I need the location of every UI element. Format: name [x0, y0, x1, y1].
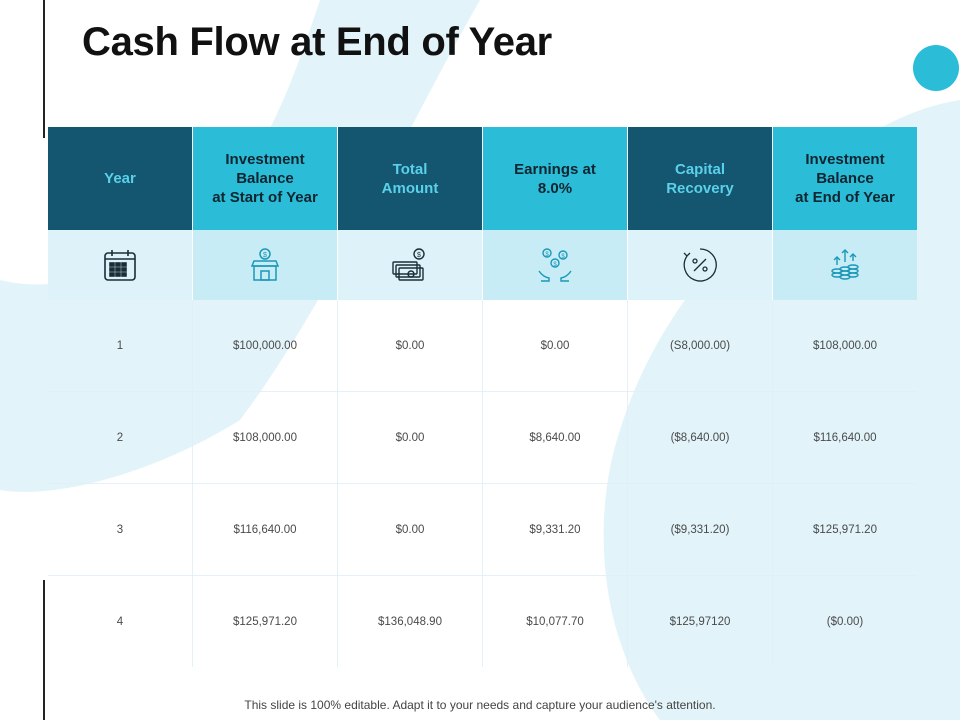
icon-cell: $ $ $: [482, 230, 628, 300]
header-total-amount: Total Amount: [337, 127, 483, 230]
earnings-hands-icon: $ $ $: [538, 248, 572, 282]
icon-cell: [627, 230, 773, 300]
table-row: 4 $125,971.20 $136,048.90 $10,077.70 $125,97…: [48, 575, 917, 667]
coins-growth-icon: [831, 249, 859, 280]
cell-year: 2: [48, 391, 193, 484]
icon-cell: $: [192, 230, 338, 300]
left-accent-rule-bottom: [43, 580, 45, 720]
cell-total-amount: $0.00: [337, 300, 483, 392]
calendar-icon: [104, 250, 136, 281]
svg-text:$: $: [417, 252, 421, 259]
left-accent-rule-top: [43, 0, 45, 138]
cell-balance-start: $125,971.20: [192, 575, 338, 667]
cash-flow-table: Year Investment Balance at Start of Year…: [48, 127, 917, 667]
cell-balance-end: ($0.00): [826, 615, 864, 628]
table-header-row: Year Investment Balance at Start of Year…: [48, 127, 917, 230]
cell-balance-start: $108,000.00: [192, 391, 338, 484]
header-investment-balance-start: Investment Balance at Start of Year: [192, 127, 338, 230]
cell-balance-end: $116,640.00: [772, 391, 917, 484]
cell-capital-recovery: $125,97120: [627, 575, 773, 667]
table-row: 1 $100,000.00 $0.00 $0.00 (S8,000.00) $108,00…: [48, 300, 917, 392]
cell-year: 3: [48, 483, 193, 576]
cell-year: 1: [48, 300, 193, 392]
cell-capital-recovery: ($9,331.20): [627, 483, 773, 576]
shop-icon: $: [250, 248, 280, 281]
cell-earnings: $8,640.00: [482, 391, 628, 484]
svg-text:$: $: [263, 252, 267, 259]
svg-text:$: $: [545, 252, 549, 258]
svg-text:$: $: [553, 262, 557, 268]
table-icon-row: $ $ $: [48, 230, 917, 300]
table-row: 3 $116,640.00 $0.00 $9,331.20 ($9,331.20) $12…: [48, 483, 917, 576]
icon-cell: [48, 230, 193, 300]
slide-title: Cash Flow at End of Year: [82, 20, 552, 64]
cell-capital-recovery: ($8,640.00): [627, 391, 773, 484]
cell-earnings: $9,331.20: [482, 483, 628, 576]
cell-balance-end: $108,000.00: [772, 300, 917, 392]
table-row: 2 $108,000.00 $0.00 $8,640.00 ($8,640.00) $11…: [48, 391, 917, 484]
icon-cell: $: [337, 230, 483, 300]
cell-capital-recovery: (S8,000.00): [627, 300, 773, 392]
cell-earnings: $10,077.70: [482, 575, 628, 667]
cell-balance-start: $100,000.00: [192, 300, 338, 392]
table-body: 1 $100,000.00 $0.00 $0.00 (S8,000.00) $108,00…: [48, 300, 917, 667]
footer-note: This slide is 100% editable. Adapt it to…: [244, 698, 716, 712]
cell-balance-start: $116,640.00: [192, 483, 338, 576]
percent-cycle-icon: [683, 248, 717, 282]
cell-earnings: $0.00: [482, 300, 628, 392]
cell-total-amount: $0.00: [337, 483, 483, 576]
decorative-circle: [913, 45, 959, 91]
money-stack-icon: $: [392, 248, 425, 281]
cash-flow-table-wrapper: Year Investment Balance at Start of Year…: [48, 127, 917, 667]
header-investment-balance-end: Investment Balance at End of Year: [772, 127, 917, 230]
cell-total-amount: $136,048.90: [337, 575, 483, 667]
icon-cell: [772, 230, 917, 300]
header-earnings: Earnings at 8.0%: [482, 127, 628, 230]
header-capital-recovery: Capital Recovery: [627, 127, 773, 230]
header-year: Year: [48, 127, 193, 230]
cell-total-amount: $0.00: [337, 391, 483, 484]
svg-text:$: $: [561, 254, 565, 260]
cell-balance-end: $125,971.20: [772, 483, 917, 576]
cell-year: 4: [48, 575, 193, 667]
